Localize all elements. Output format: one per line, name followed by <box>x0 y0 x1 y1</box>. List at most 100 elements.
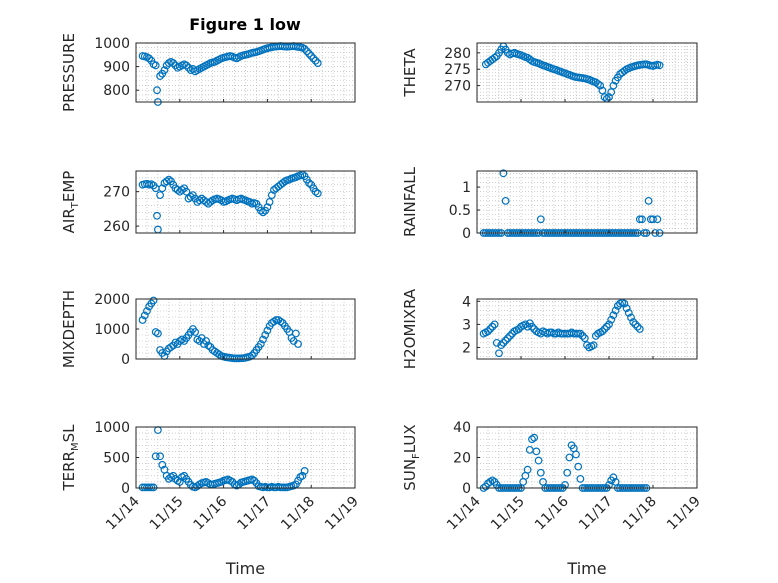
data-point <box>191 328 200 336</box>
y-tick-label: 3 <box>462 317 471 333</box>
data-point <box>256 340 265 348</box>
data-point <box>153 86 161 95</box>
y-tick-label: 0.5 <box>449 203 471 219</box>
data-point <box>501 196 510 205</box>
data-point <box>609 473 618 482</box>
data-point <box>311 56 320 65</box>
data-point <box>151 61 160 70</box>
data-point <box>523 465 532 474</box>
data-point <box>167 343 175 351</box>
axes-box <box>476 170 698 234</box>
data-point <box>644 196 653 205</box>
y-axis-label: AIRTEMP <box>60 171 81 234</box>
data-point <box>184 63 193 72</box>
data-point <box>259 208 267 217</box>
data-point <box>611 306 620 315</box>
x-tick-label: 11/18 <box>278 494 318 534</box>
y-tick-label: 0 <box>121 481 130 497</box>
x-tick-label: 11/19 <box>664 494 704 534</box>
data-point <box>605 320 613 329</box>
data-point <box>138 316 147 324</box>
data-point <box>160 66 169 75</box>
data-point <box>598 86 607 95</box>
axes-box <box>135 42 356 103</box>
data-point <box>633 322 642 331</box>
data-point <box>607 315 616 324</box>
data-point <box>300 45 309 53</box>
axes-box <box>135 170 356 234</box>
data-point <box>490 53 499 62</box>
data-point <box>182 187 191 196</box>
data-point <box>499 169 508 178</box>
y-tick-label: 280 <box>444 46 471 62</box>
x-axis-label: Time <box>225 559 265 578</box>
data-point <box>300 467 309 475</box>
data-point <box>145 483 154 492</box>
data-point <box>600 325 609 333</box>
data-point <box>598 327 607 336</box>
y-tick-label: 1000 <box>94 420 130 436</box>
data-point <box>532 447 541 456</box>
data-point <box>153 211 161 220</box>
data-point <box>272 316 281 324</box>
subplot-row2-left: 260 270 AIRTEMP <box>60 170 356 235</box>
data-point <box>182 61 191 70</box>
data-point <box>563 468 572 477</box>
data-point <box>653 215 662 224</box>
data-point <box>488 476 497 485</box>
x-axis-label: Time <box>566 559 606 578</box>
data-point <box>576 329 585 338</box>
data-point <box>294 340 302 348</box>
y-axis-label: TERRMSL <box>60 424 81 492</box>
data-point <box>609 81 618 90</box>
data-point <box>649 215 657 224</box>
data-point <box>178 335 186 344</box>
y-tick-label: 1000 <box>94 36 130 52</box>
y-tick-label: 1 <box>462 180 471 196</box>
data-point <box>631 320 640 329</box>
data-point <box>596 81 605 90</box>
data-point <box>503 334 512 343</box>
x-tick-label: 11/16 <box>532 493 572 533</box>
data-point <box>497 341 506 350</box>
data-point <box>263 326 272 335</box>
data-point <box>250 476 259 485</box>
data-point <box>169 59 178 67</box>
data-point <box>171 338 180 347</box>
subplot-top-left: 800 900 1000 PRESSURE <box>60 33 356 112</box>
data-point <box>202 337 210 345</box>
data-point <box>149 296 158 305</box>
figure-title: Figure 1 low <box>189 15 301 34</box>
data-point <box>156 72 164 80</box>
data-point <box>635 325 644 333</box>
data-point <box>655 61 664 70</box>
y-tick-label: 500 <box>103 451 130 467</box>
subplot-row2-right: 0 0.5 1 RAINFALL <box>401 166 698 242</box>
y-tick-label: 2 <box>462 340 471 356</box>
data-point <box>624 308 633 317</box>
data-point <box>484 327 492 336</box>
axes-box <box>476 42 698 103</box>
subplot-bottom-right: 0 20 40 11/14 11/15 11/16 11/17 11/18 11/19 Time S… <box>401 420 704 578</box>
data-point <box>193 335 202 344</box>
data-point <box>302 47 311 56</box>
data-point <box>530 433 539 442</box>
y-tick-label: 260 <box>103 219 130 235</box>
data-point <box>261 331 270 339</box>
data-point <box>259 335 267 344</box>
data-point <box>501 336 510 345</box>
data-point <box>620 299 629 308</box>
data-point <box>313 189 322 198</box>
data-point <box>499 338 508 347</box>
data-point <box>143 307 151 315</box>
y-tick-label: 900 <box>103 60 130 76</box>
data-point <box>635 215 644 224</box>
data-point <box>528 322 536 331</box>
data-point <box>536 468 545 477</box>
y-tick-label: 20 <box>453 451 471 467</box>
y-tick-label: 275 <box>444 62 471 78</box>
data-point <box>307 52 316 60</box>
data-point <box>589 341 598 350</box>
subplot-row3-left: 0 1000 2000 MIXDEPTH <box>60 290 356 368</box>
